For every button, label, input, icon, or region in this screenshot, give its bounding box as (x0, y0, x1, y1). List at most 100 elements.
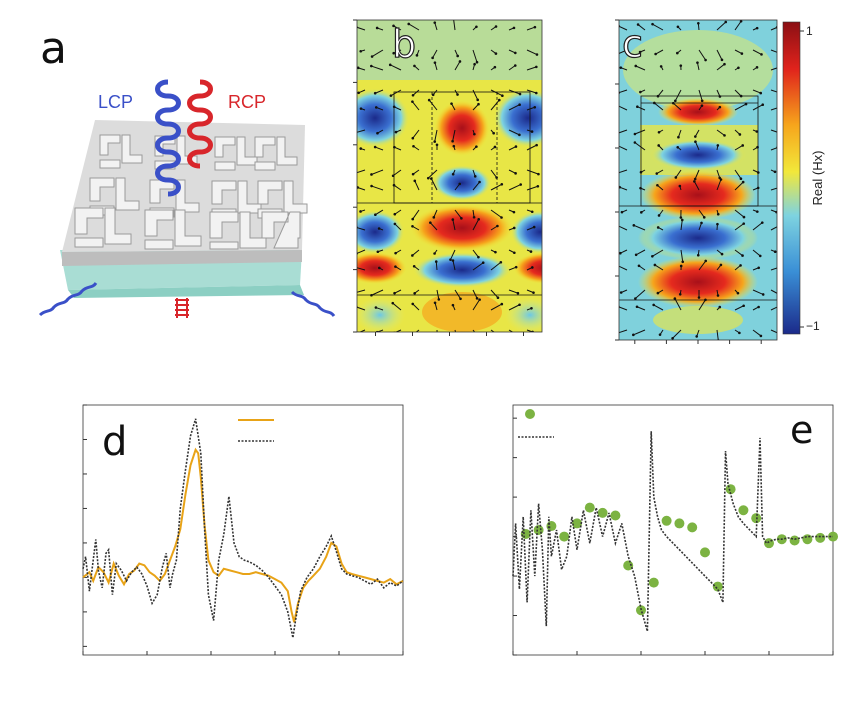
panel-b-structure-outline (357, 91, 542, 296)
field-arrow (389, 64, 402, 71)
measurement-point (648, 577, 659, 588)
field-arrowhead (512, 226, 516, 230)
field-arrow (452, 260, 456, 271)
field-arrow (357, 249, 366, 254)
field-arrow (652, 249, 664, 257)
field-arrow (619, 329, 628, 334)
field-arrowhead (615, 224, 618, 227)
field-arrowhead (756, 171, 760, 174)
field-arrow (414, 180, 420, 191)
measurement-point (700, 547, 710, 558)
field-arrowhead (353, 132, 356, 135)
field-arrow (657, 89, 664, 97)
field-arrow (371, 65, 384, 71)
field-arrow (472, 329, 476, 332)
measurement-point (789, 535, 800, 546)
measurement-point (546, 521, 557, 532)
field-arrowhead (515, 333, 518, 336)
field-arrow (371, 289, 384, 296)
field-arrowhead (394, 265, 397, 268)
field-arrowhead (632, 333, 635, 337)
field-arrow (654, 264, 664, 271)
panel-c-structure-outline (619, 95, 777, 301)
field-arrow (508, 304, 520, 311)
field-arrowhead (778, 132, 781, 135)
field-arrowhead (394, 130, 398, 134)
field-arrowhead (635, 305, 639, 309)
field-arrow (357, 306, 366, 311)
field-arrow (672, 102, 682, 111)
field-arrow (526, 89, 537, 94)
field-arrowhead (761, 103, 765, 106)
measurement-point (802, 534, 813, 545)
field-arrowhead (473, 132, 476, 136)
field-arrowhead (433, 21, 437, 24)
field-arrow (698, 299, 706, 311)
field-arrowhead (357, 186, 359, 189)
field-arrow (490, 261, 502, 271)
measurement-point (623, 560, 634, 571)
field-arrowhead (760, 221, 764, 224)
field-arrow (472, 103, 479, 111)
field-arrowhead (459, 297, 462, 301)
rcp-label: RCP (228, 92, 266, 112)
field-arrowhead (411, 136, 415, 140)
field-arrow (752, 89, 761, 94)
field-arrow (408, 23, 420, 31)
lcp-label: LCP (98, 92, 133, 112)
field-arrow (680, 219, 683, 231)
field-arrowhead (494, 52, 498, 55)
field-arrowhead (633, 132, 637, 136)
field-arrow (619, 306, 628, 311)
field-arrowhead (374, 306, 378, 309)
field-arrowhead (651, 254, 654, 258)
field-arrowhead (475, 145, 478, 148)
field-arrowhead (478, 298, 481, 301)
field-arrow (508, 289, 519, 294)
field-arrow (716, 49, 723, 61)
field-arrowhead (702, 216, 706, 219)
field-arrowhead (742, 304, 745, 308)
field-arrowhead (533, 105, 537, 109)
field-arrowhead (392, 183, 396, 187)
field-arrow (374, 89, 384, 94)
colorbar-min-label: −1 (806, 319, 820, 333)
field-arrow (415, 329, 420, 332)
field-arrow (454, 209, 462, 219)
field-arrowhead (451, 218, 455, 221)
plate-edge (62, 250, 302, 266)
field-arrow (526, 66, 537, 71)
field-arrowhead (700, 221, 703, 225)
field-arrowhead (634, 297, 637, 300)
field-arrowhead (738, 331, 741, 335)
field-arrow (633, 224, 646, 231)
measurement-point (674, 518, 685, 529)
field-arrowhead (679, 64, 683, 67)
field-arrowhead (435, 143, 439, 147)
field-arrow (619, 25, 628, 31)
colorbar (782, 21, 801, 335)
field-arrowhead (678, 292, 682, 296)
field-arrow (734, 103, 747, 111)
field-arrowhead (744, 102, 748, 106)
panel-e-letter: e (790, 408, 813, 452)
field-arrowhead (494, 25, 498, 28)
field-arrowhead (737, 66, 740, 70)
field-arrowhead (451, 139, 454, 143)
field-arrowhead (778, 52, 781, 55)
field-arrowhead (716, 222, 719, 226)
field-arrow (429, 222, 438, 231)
field-arrow (698, 89, 703, 101)
field-arrow (508, 104, 520, 111)
field-arrowhead (676, 51, 679, 55)
field-arrow (450, 249, 456, 260)
field-arrow (698, 209, 705, 218)
field-arrowhead (518, 303, 521, 307)
field-arrow (770, 107, 777, 111)
field-arrow (694, 169, 700, 180)
field-arrowhead (634, 253, 638, 257)
field-arrowhead (694, 135, 697, 138)
field-arrowhead (697, 296, 701, 299)
measurement-line (82, 447, 404, 623)
field-arrowhead (718, 95, 722, 98)
